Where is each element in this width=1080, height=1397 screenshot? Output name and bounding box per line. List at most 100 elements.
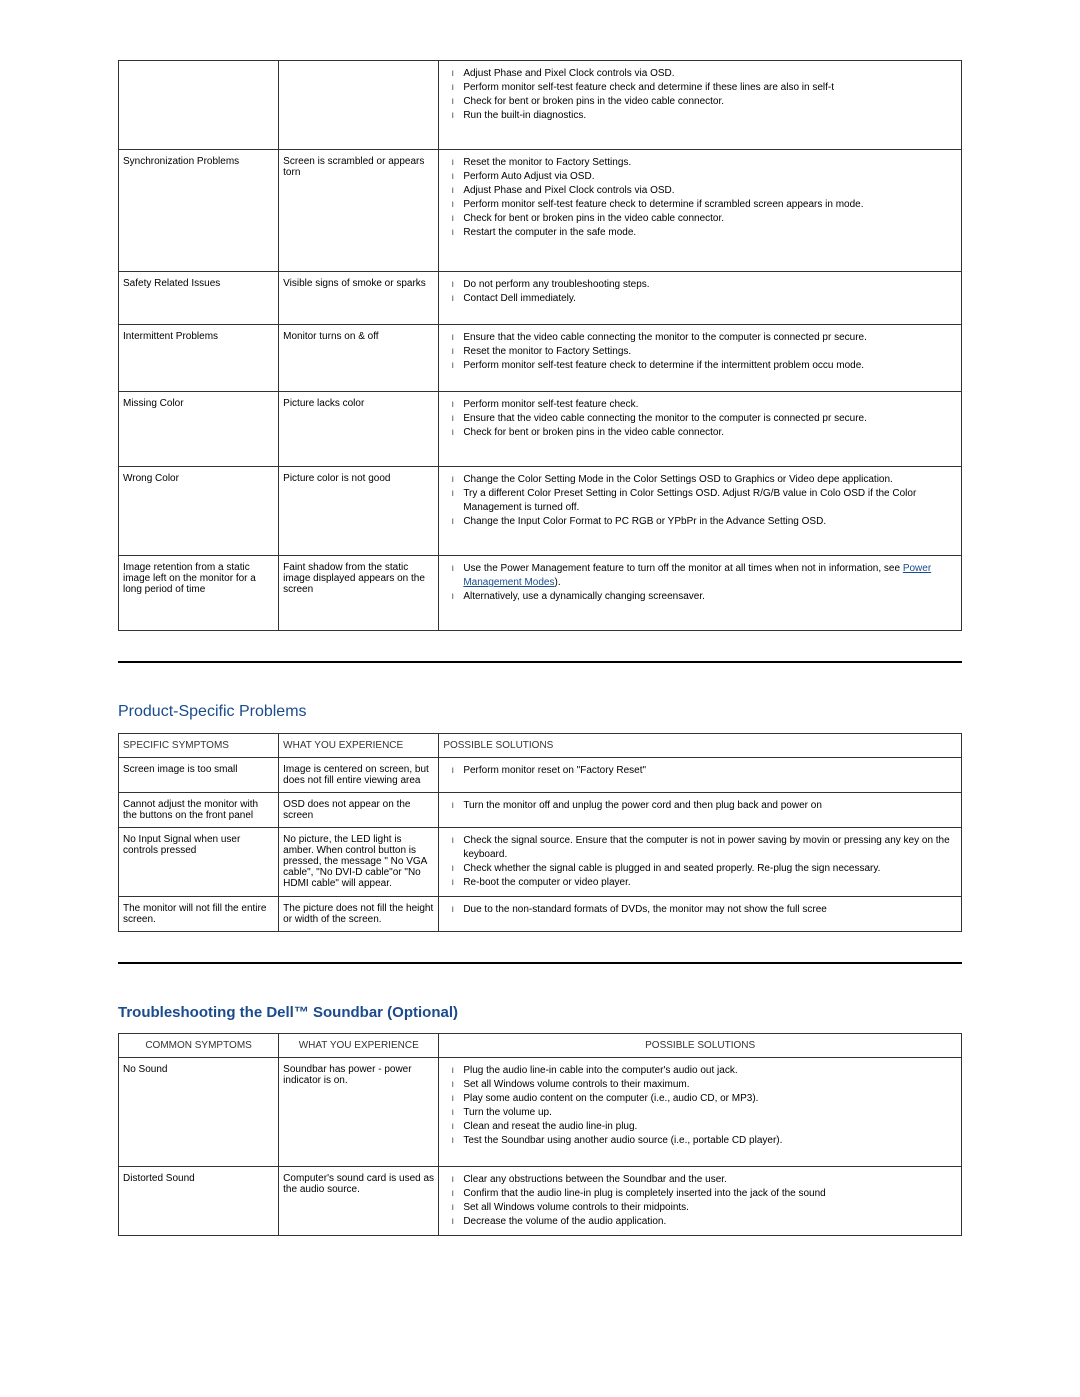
solutions-cell: Clear any obstructions between the Sound… xyxy=(439,1167,962,1236)
solution-item: Test the Soundbar using another audio so… xyxy=(451,1134,957,1148)
solution-item: Plug the audio line-in cable into the co… xyxy=(451,1064,957,1078)
solutions-cell: Turn the monitor off and unplug the powe… xyxy=(439,793,962,828)
solution-item: Do not perform any troubleshooting steps… xyxy=(451,278,957,292)
solution-item: Perform monitor self-test feature check … xyxy=(451,198,957,212)
table-row: No Input Signal when user controls press… xyxy=(119,828,962,897)
solution-item: Try a different Color Preset Setting in … xyxy=(451,487,957,515)
experience-cell: OSD does not appear on the screen xyxy=(279,793,439,828)
solution-item: Restart the computer in the safe mode. xyxy=(451,226,957,240)
section-heading-product-specific: Product-Specific Problems xyxy=(118,703,962,721)
experience-cell: Computer's sound card is used as the aud… xyxy=(279,1167,439,1236)
solution-item: Reset the monitor to Factory Settings. xyxy=(451,345,957,359)
experience-cell: Picture lacks color xyxy=(279,392,439,467)
experience-cell: Visible signs of smoke or sparks xyxy=(279,272,439,325)
general-problems-table: Adjust Phase and Pixel Clock controls vi… xyxy=(118,60,962,631)
experience-cell: Picture color is not good xyxy=(279,467,439,556)
solutions-cell: Use the Power Management feature to turn… xyxy=(439,556,962,631)
solutions-cell: Due to the non-standard formats of DVDs,… xyxy=(439,897,962,932)
document-page: Adjust Phase and Pixel Clock controls vi… xyxy=(0,0,1080,1316)
column-header: POSSIBLE SOLUTIONS xyxy=(439,1034,962,1058)
solution-item: Ensure that the video cable connecting t… xyxy=(451,331,957,345)
column-header: COMMON SYMPTOMS xyxy=(119,1034,279,1058)
symptom-cell: The monitor will not fill the entire scr… xyxy=(119,897,279,932)
experience-cell: Faint shadow from the static image displ… xyxy=(279,556,439,631)
table-header-row: SPECIFIC SYMPTOMS WHAT YOU EXPERIENCE PO… xyxy=(119,734,962,758)
soundbar-table: COMMON SYMPTOMS WHAT YOU EXPERIENCE POSS… xyxy=(118,1033,962,1236)
solution-item: Turn the monitor off and unplug the powe… xyxy=(451,799,957,813)
symptom-cell: No Sound xyxy=(119,1058,279,1167)
solution-item: Change the Color Setting Mode in the Col… xyxy=(451,473,957,487)
symptom-cell: Distorted Sound xyxy=(119,1167,279,1236)
solution-item: Perform monitor reset on "Factory Reset" xyxy=(451,764,957,778)
solutions-cell: Change the Color Setting Mode in the Col… xyxy=(439,467,962,556)
solution-item: Ensure that the video cable connecting t… xyxy=(451,412,957,426)
solution-item: Adjust Phase and Pixel Clock controls vi… xyxy=(451,184,957,198)
solution-item: Perform monitor self-test feature check. xyxy=(451,398,957,412)
solutions-cell: Plug the audio line-in cable into the co… xyxy=(439,1058,962,1167)
experience-cell: Image is centered on screen, but does no… xyxy=(279,758,439,793)
table-row: Adjust Phase and Pixel Clock controls vi… xyxy=(119,61,962,150)
table-row: Intermittent Problems Monitor turns on &… xyxy=(119,325,962,392)
symptom-cell: Screen image is too small xyxy=(119,758,279,793)
solutions-cell: Reset the monitor to Factory Settings. P… xyxy=(439,150,962,272)
solutions-cell: Check the signal source. Ensure that the… xyxy=(439,828,962,897)
experience-cell: The picture does not fill the height or … xyxy=(279,897,439,932)
solution-item: Perform monitor self-test feature check … xyxy=(451,359,957,373)
solution-item: Due to the non-standard formats of DVDs,… xyxy=(451,903,957,917)
solution-item: Change the Input Color Format to PC RGB … xyxy=(451,515,957,529)
symptom-cell: Cannot adjust the monitor with the butto… xyxy=(119,793,279,828)
solutions-cell: Adjust Phase and Pixel Clock controls vi… xyxy=(439,61,962,150)
solution-item: Check for bent or broken pins in the vid… xyxy=(451,212,957,226)
solution-item: Reset the monitor to Factory Settings. xyxy=(451,156,957,170)
experience-cell: Soundbar has power - power indicator is … xyxy=(279,1058,439,1167)
solutions-cell: Perform monitor reset on "Factory Reset" xyxy=(439,758,962,793)
symptom-cell: Wrong Color xyxy=(119,467,279,556)
solutions-cell: Do not perform any troubleshooting steps… xyxy=(439,272,962,325)
solution-item: Perform monitor self-test feature check … xyxy=(451,81,957,95)
symptom-cell: Synchronization Problems xyxy=(119,150,279,272)
solution-item: Play some audio content on the computer … xyxy=(451,1092,957,1106)
column-header: WHAT YOU EXPERIENCE xyxy=(279,1034,439,1058)
solutions-cell: Ensure that the video cable connecting t… xyxy=(439,325,962,392)
solution-item: Check whether the signal cable is plugge… xyxy=(451,862,957,876)
product-specific-table: SPECIFIC SYMPTOMS WHAT YOU EXPERIENCE PO… xyxy=(118,733,962,932)
table-row: Cannot adjust the monitor with the butto… xyxy=(119,793,962,828)
solution-item: Set all Windows volume controls to their… xyxy=(451,1201,957,1215)
symptom-cell: Image retention from a static image left… xyxy=(119,556,279,631)
symptom-cell: Missing Color xyxy=(119,392,279,467)
experience-cell: Monitor turns on & off xyxy=(279,325,439,392)
divider xyxy=(118,962,962,964)
solution-item: Adjust Phase and Pixel Clock controls vi… xyxy=(451,67,957,81)
solution-item: Check for bent or broken pins in the vid… xyxy=(451,95,957,109)
solution-item: Check the signal source. Ensure that the… xyxy=(451,834,957,862)
table-row: Distorted Sound Computer's sound card is… xyxy=(119,1167,962,1236)
solution-item: Decrease the volume of the audio applica… xyxy=(451,1215,957,1229)
solution-item: Turn the volume up. xyxy=(451,1106,957,1120)
solution-item: Run the built-in diagnostics. xyxy=(451,109,957,123)
experience-cell xyxy=(279,61,439,150)
table-row: Synchronization Problems Screen is scram… xyxy=(119,150,962,272)
experience-cell: Screen is scrambled or appears torn xyxy=(279,150,439,272)
divider xyxy=(118,661,962,663)
solution-item: Contact Dell immediately. xyxy=(451,292,957,306)
table-row: The monitor will not fill the entire scr… xyxy=(119,897,962,932)
experience-cell: No picture, the LED light is amber. When… xyxy=(279,828,439,897)
table-row: Wrong Color Picture color is not good Ch… xyxy=(119,467,962,556)
solution-item: Clean and reseat the audio line-in plug. xyxy=(451,1120,957,1134)
symptom-cell xyxy=(119,61,279,150)
solution-item: Use the Power Management feature to turn… xyxy=(451,562,957,590)
solution-item: Alternatively, use a dynamically changin… xyxy=(451,590,957,604)
symptom-cell: Safety Related Issues xyxy=(119,272,279,325)
column-header: SPECIFIC SYMPTOMS xyxy=(119,734,279,758)
table-row: Screen image is too small Image is cente… xyxy=(119,758,962,793)
table-row: No Sound Soundbar has power - power indi… xyxy=(119,1058,962,1167)
solution-item: Set all Windows volume controls to their… xyxy=(451,1078,957,1092)
table-row: Safety Related Issues Visible signs of s… xyxy=(119,272,962,325)
column-header: POSSIBLE SOLUTIONS xyxy=(439,734,962,758)
solution-item: Confirm that the audio line-in plug is c… xyxy=(451,1187,957,1201)
solution-item: Check for bent or broken pins in the vid… xyxy=(451,426,957,440)
table-row: Missing Color Picture lacks color Perfor… xyxy=(119,392,962,467)
column-header: WHAT YOU EXPERIENCE xyxy=(279,734,439,758)
symptom-cell: Intermittent Problems xyxy=(119,325,279,392)
solution-item: Perform Auto Adjust via OSD. xyxy=(451,170,957,184)
